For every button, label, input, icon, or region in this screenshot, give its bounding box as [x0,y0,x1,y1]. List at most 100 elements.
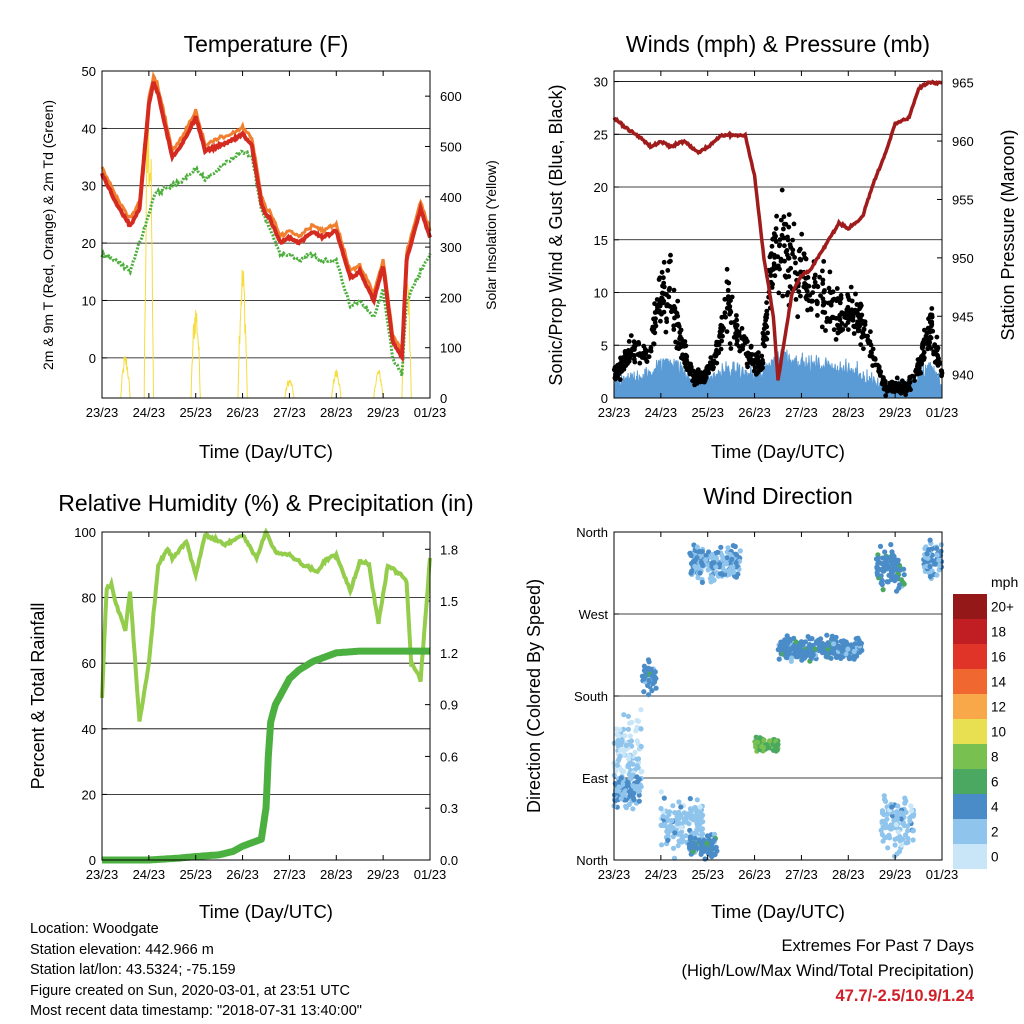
direction-point [825,646,831,652]
direction-point [708,841,714,847]
direction-point [697,804,703,810]
direction-point [903,832,909,838]
direction-point [774,747,780,753]
gust-point [808,306,814,312]
direction-point [675,843,681,849]
gust-point [786,212,792,218]
direction-point [709,574,715,580]
gust-point [915,371,920,377]
winds-xtick-label: 29/23 [879,405,912,420]
direction-point [672,810,678,816]
direction-point [881,564,887,570]
gust-point [782,243,787,249]
gust-point [734,341,740,347]
direction-point [926,547,932,553]
direction-point [700,819,706,825]
gust-point [845,307,851,313]
direction-point [634,717,640,724]
winds-frame [613,70,943,399]
direction-point [880,810,886,816]
direction-xtick-label: 25/23 [691,867,724,882]
gust-point [771,264,777,269]
direction-point [649,688,655,694]
direction-point [683,833,689,839]
direction-point [820,647,827,653]
winds-ytick-right-label: 965 [952,76,974,91]
gust-point [665,268,671,273]
direction-point [897,834,903,840]
winds-xtick-label: 27/23 [785,405,818,420]
direction-point [629,743,635,749]
gust-point [768,273,774,278]
winds-ytick-label: 10 [594,286,608,301]
gust-point [804,296,809,302]
direction-point [672,830,678,836]
direction-point [901,572,907,578]
direction-point [774,742,780,748]
gust-point [870,363,876,368]
gust-point [793,297,799,302]
direction-point [681,810,688,816]
direction-point [704,833,711,839]
direction-point [720,556,726,562]
gust-point [876,368,881,374]
direction-point [806,648,812,654]
direction-point [638,707,644,713]
gust-point [734,313,739,318]
gust-point [772,255,777,260]
direction-point [646,692,652,698]
direction-point [779,639,786,646]
gust-point [831,296,837,302]
gust-point [621,360,627,365]
gust-point [861,326,867,332]
gust-point [801,251,807,257]
gust-point [860,320,866,326]
direction-point [634,738,640,744]
direction-point [834,654,840,661]
gust-point [760,336,766,342]
temperature-ytick-label: 30 [82,179,96,194]
humidity-ytick-label: 20 [82,787,96,802]
colorbar-label: 8 [991,750,999,765]
winds-title: Winds (mph) & Pressure (mb) [626,31,930,57]
direction-point [885,845,891,851]
temperature-xtick-label: 23/23 [86,405,119,420]
gust-point [869,350,874,356]
gust-point [899,378,905,384]
gust-point [631,353,636,358]
extremes-title: Extremes For Past 7 Days [781,937,974,955]
gust-point [626,339,632,344]
gust-point [830,289,836,295]
gust-point [724,305,730,311]
humidity-xtick-label: 27/23 [273,867,306,882]
gust-point [827,269,833,275]
direction-point [678,825,685,831]
direction-point [646,677,652,684]
gust-point [753,357,759,362]
winds-ytick-right-label: 940 [952,368,974,383]
direction-point [652,669,658,675]
direction-point [695,575,701,581]
direction-point [633,728,639,734]
direction-point [887,835,893,841]
gust-point [809,299,815,304]
gust-point [630,347,636,352]
gust-point [625,361,630,366]
humidity-ytick-right-label: 0.9 [440,698,458,713]
direction-point [630,806,636,812]
direction-point [925,555,931,561]
gust-point [614,363,620,369]
gust-point [769,285,775,290]
humidity-ytick-label: 60 [82,656,96,671]
gust-point [725,287,731,293]
gust-point [706,370,712,376]
gust-point [885,384,891,390]
direction-point [688,552,694,559]
gust-point [931,351,936,357]
winds-xtick-label: 25/23 [691,405,724,420]
direction-point [710,560,716,566]
gust-point [894,375,900,381]
direction-point [725,545,731,551]
direction-point [894,816,900,822]
gust-point [659,290,665,296]
